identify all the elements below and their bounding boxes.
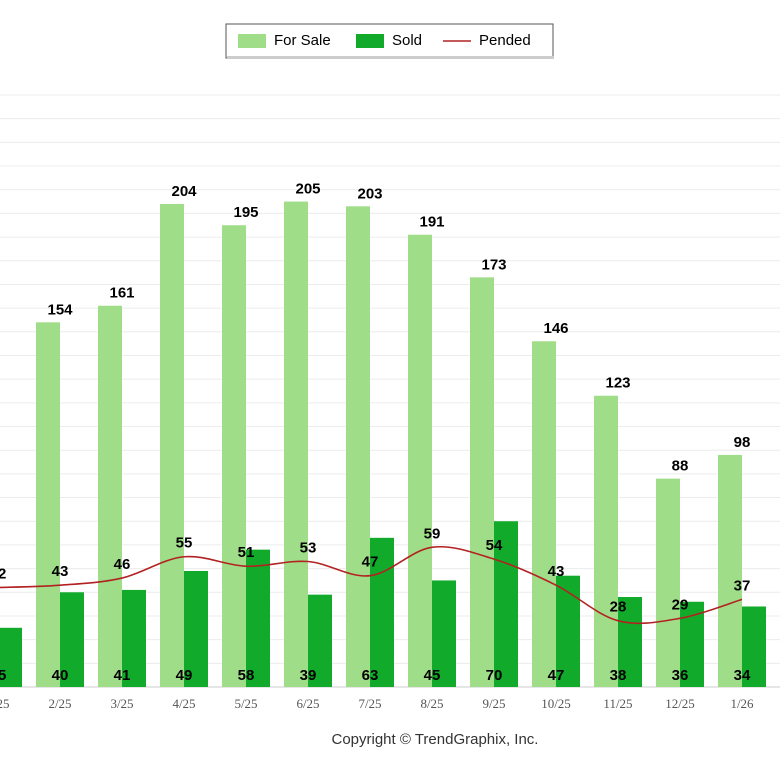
bar: [160, 203, 184, 688]
bar: [122, 589, 146, 687]
data-label: 55: [176, 535, 193, 552]
data-label: 45: [424, 667, 441, 684]
data-label: 34: [734, 667, 751, 684]
data-label: 191: [419, 214, 444, 231]
x-tick-label: 11/25: [603, 696, 632, 711]
copyright: Copyright © TrendGraphix, Inc.: [332, 731, 539, 748]
bar: [184, 570, 208, 687]
bar: [618, 597, 642, 687]
data-label: 29: [672, 596, 689, 613]
bar: [346, 206, 370, 687]
bar: [36, 322, 60, 687]
x-tick-label: 9/25: [482, 696, 505, 711]
x-tick-label: 8/25: [420, 696, 443, 711]
x-tick-label: 3/25: [110, 696, 133, 711]
bar: [718, 454, 742, 687]
data-label: 40: [52, 667, 69, 684]
x-tick-label: 6/25: [296, 696, 319, 711]
data-label: 70: [486, 667, 503, 684]
legend-swatch: [356, 34, 384, 48]
data-label: 204: [171, 183, 197, 200]
data-label: 63: [362, 667, 379, 684]
bar: [532, 341, 556, 687]
data-label: 123: [605, 375, 630, 392]
data-label: 203: [357, 185, 382, 202]
legend-swatch: [238, 34, 266, 48]
data-label: 161: [109, 285, 134, 302]
x-tick-label: 2/25: [48, 696, 71, 711]
data-label: 146: [543, 320, 568, 337]
x-tick-label: 1/26: [730, 696, 754, 711]
bar: [742, 606, 766, 687]
data-label: 54: [486, 537, 503, 554]
data-label: 59: [424, 525, 441, 542]
bar: [0, 627, 22, 687]
legend-label: For Sale: [274, 32, 331, 49]
data-label: 41: [114, 667, 131, 684]
data-label: 88: [672, 458, 689, 475]
data-label: 36: [672, 667, 689, 684]
data-label: 43: [548, 563, 565, 580]
legend: For Sale Sold Pended: [225, 23, 554, 59]
legend-label: Pended: [479, 32, 531, 49]
bar: [594, 395, 618, 687]
bar: [656, 478, 680, 687]
line: [0, 545, 743, 625]
x-tick-label: 4/25: [172, 696, 195, 711]
legend-label: Sold: [392, 32, 422, 49]
bar: [246, 549, 270, 687]
data-label: 195: [233, 204, 258, 221]
x-tick-label: 5/25: [234, 696, 257, 711]
x-tick-label: 12/25: [665, 696, 695, 711]
data-label: 205: [295, 181, 320, 198]
x-tick-label: 10/25: [541, 696, 571, 711]
data-label: 25: [0, 667, 6, 684]
bar: [408, 234, 432, 687]
bar: [370, 537, 394, 687]
data-label: 43: [52, 563, 69, 580]
data-label: 47: [548, 667, 565, 684]
bar: [222, 225, 246, 688]
data-label: 38: [610, 667, 627, 684]
bar: [556, 575, 580, 687]
x-tick-label: 7/25: [358, 696, 381, 711]
x-tick-label: 1/25: [0, 696, 10, 711]
data-label: 154: [47, 301, 73, 318]
bar: [98, 305, 122, 687]
data-label: 49: [176, 667, 193, 684]
data-label: 39: [300, 667, 317, 684]
bar: [60, 592, 84, 687]
bar: [284, 201, 308, 687]
data-label: 51: [238, 544, 255, 561]
data-label: 53: [300, 539, 317, 556]
bar: [432, 580, 456, 687]
data-label: 98: [734, 434, 751, 451]
bar: [470, 277, 494, 687]
legend-box: [225, 23, 554, 59]
bar: [494, 521, 518, 687]
data-label: 46: [114, 556, 131, 573]
data-label: 58: [238, 667, 255, 684]
data-label: 173: [481, 256, 506, 273]
bar: [308, 594, 332, 687]
data-label: 37: [734, 577, 751, 594]
data-label: 28: [610, 599, 627, 616]
legend-shadow: [227, 56, 554, 59]
grid: [0, 94, 780, 688]
data-label: 47: [362, 554, 379, 571]
data-label: 42: [0, 566, 6, 583]
